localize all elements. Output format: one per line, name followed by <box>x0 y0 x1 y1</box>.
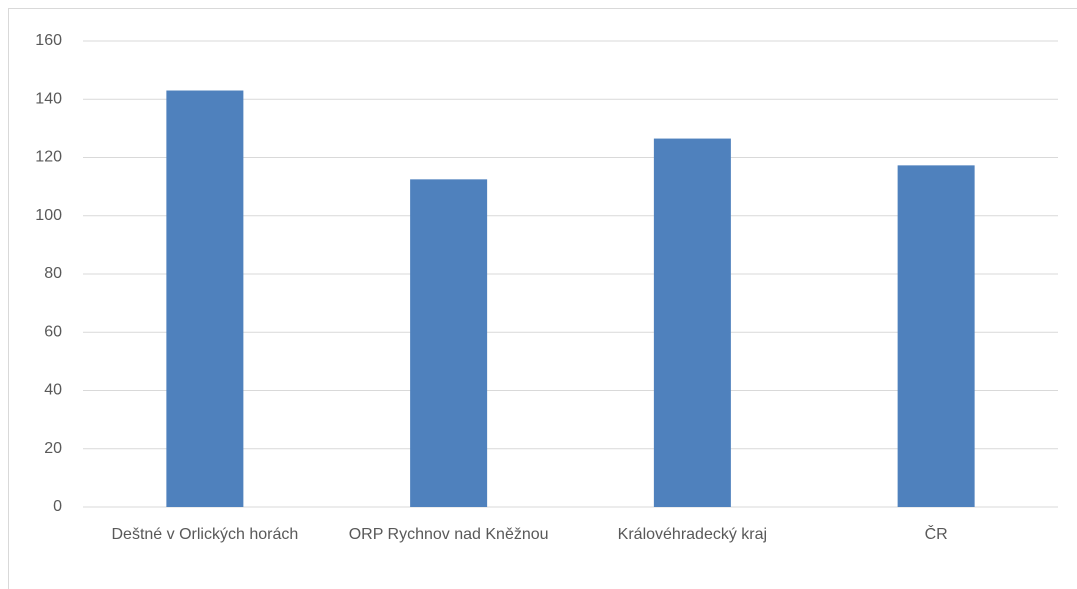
x-tick-label: Deštné v Orlických horách <box>111 526 299 543</box>
x-tick-label: Královéhradecký kraj <box>617 526 768 543</box>
y-tick-label: 160 <box>35 32 62 49</box>
y-tick-label: 20 <box>44 440 62 457</box>
bar <box>410 179 488 507</box>
chart-border <box>8 8 1077 589</box>
y-tick-label: 100 <box>35 207 62 224</box>
y-tick-label: 140 <box>35 90 62 107</box>
y-tick-label: 120 <box>35 149 62 166</box>
x-tick-label: ORP Rychnov nad Kněžnou <box>348 526 549 543</box>
y-tick-label: 40 <box>44 382 62 399</box>
y-tick-label: 0 <box>53 498 62 515</box>
y-tick-label: 60 <box>44 323 62 340</box>
bar <box>897 165 975 507</box>
bar <box>166 90 244 507</box>
y-tick-label: 80 <box>44 265 62 282</box>
x-tick-label: ČR <box>924 526 948 543</box>
bar <box>653 138 731 507</box>
